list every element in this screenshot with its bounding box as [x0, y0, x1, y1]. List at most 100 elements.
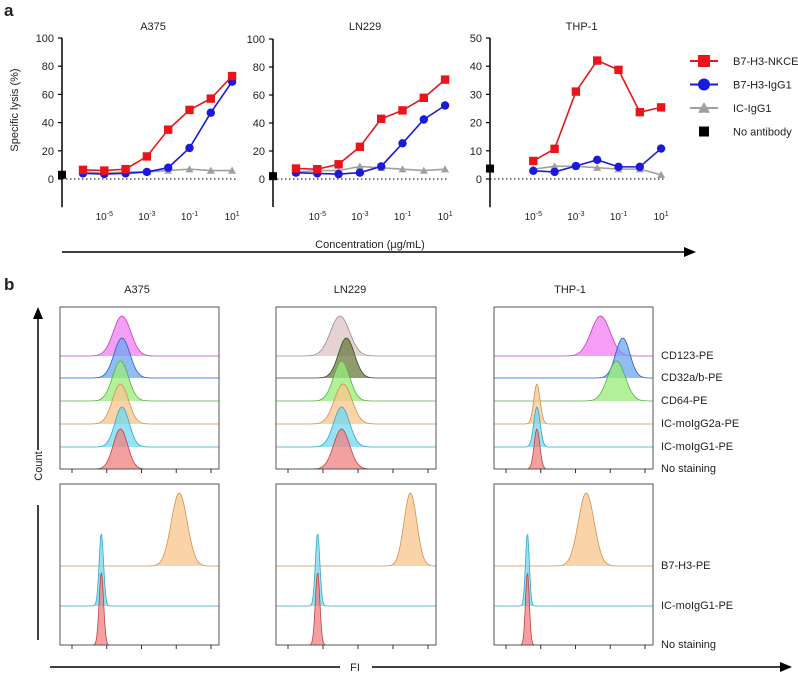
histogram-peak: [276, 337, 436, 379]
x-tick-label: 10-5: [96, 211, 113, 223]
histogram-peak: [60, 383, 219, 425]
data-point-B7-H3-IgG1: [355, 168, 365, 177]
x-tick-label: 101: [654, 211, 669, 223]
data-point-B7-H3-NKCE: [593, 56, 602, 65]
data-point-IC-IgG1: [657, 170, 666, 178]
x-axis-label-fi: FI: [350, 662, 360, 673]
y-tick-label: 100: [247, 34, 265, 46]
histogram-peak: [276, 572, 436, 646]
histogram-peak: [494, 492, 653, 567]
data-point-B7-H3-NKCE: [377, 114, 386, 123]
data-point-IC-IgG1: [355, 162, 364, 170]
panel-a-label: a: [4, 1, 14, 20]
data-point-B7-H3-NKCE: [571, 87, 581, 96]
data-point-IC-IgG1: [550, 162, 559, 170]
data-point-B7-H3-NKCE: [227, 71, 237, 81]
data-point-B7-H3-NKCE: [419, 93, 428, 102]
y-tick-label: 80: [42, 61, 54, 73]
y-tick-label: 40: [470, 61, 482, 73]
data-point-IC-IgG1: [185, 165, 194, 173]
x-tick-label: 10-1: [394, 211, 411, 223]
data-point-B7-H3-NKCE: [529, 156, 538, 166]
data-point-IC-IgG1: [419, 166, 428, 174]
data-point-B7-H3-IgG1: [377, 162, 386, 171]
y-tick-label: 10: [470, 146, 482, 158]
histogram-peak: [494, 428, 653, 470]
histogram-frame: [59, 483, 220, 646]
histogram-title: THP-1: [554, 284, 586, 296]
chart-title: A375: [140, 21, 166, 33]
data-point-B7-H3-IgG1: [550, 167, 559, 177]
data-point-B7-H3-IgG1: [593, 155, 602, 165]
row-label: IC-moIgG2a-PE: [661, 418, 739, 430]
row-label: CD64-PE: [661, 395, 707, 407]
data-point-B7-H3-NKCE: [121, 164, 130, 174]
legend-label: IC-IgG1: [733, 103, 772, 115]
histogram-title: A375: [124, 284, 150, 296]
arrow-head-icon: [684, 247, 696, 257]
data-point-B7-H3-NKCE: [78, 165, 88, 175]
data-point-B7-H3-NKCE: [656, 103, 666, 112]
histogram-peak: [60, 572, 219, 646]
histogram-peak: [60, 360, 219, 402]
data-point-B7-H3-IgG1: [398, 139, 407, 148]
chart-title: LN229: [349, 21, 381, 33]
data-point-B7-H3-IgG1: [164, 163, 173, 172]
histogram-frame: [493, 306, 654, 470]
y-tick-label: 0: [48, 174, 54, 186]
histogram-peak: [60, 315, 219, 357]
data-point-B7-H3-IgG1: [571, 161, 581, 171]
histogram-peak: [494, 337, 653, 379]
data-point-B7-H3-NKCE: [334, 160, 343, 169]
legend-label: B7-H3-IgG1: [733, 80, 792, 92]
data-point-B7-H3-NKCE: [206, 94, 215, 103]
data-point-B7-H3-IgG1: [334, 169, 343, 179]
y-tick-label: 40: [42, 118, 54, 130]
data-point-IC-IgG1: [593, 163, 602, 171]
x-tick-label: 10-5: [309, 211, 326, 223]
y-axis-label-lysis: Specific lysis (%): [9, 68, 21, 151]
data-point-B7-H3-NKCE: [398, 106, 407, 115]
histogram-peak: [276, 315, 436, 357]
histogram-peak: [276, 492, 436, 567]
data-point-B7-H3-NKCE: [164, 125, 173, 134]
data-point-B7-H3-NKCE: [614, 65, 623, 75]
legend-label: No antibody: [733, 127, 792, 139]
legend-marker-triangle: [698, 102, 710, 113]
y-axis-label-count: Count: [33, 451, 45, 480]
data-point-B7-H3-NKCE: [635, 107, 644, 117]
y-tick-label: 30: [470, 89, 482, 101]
panel-b-label: b: [4, 275, 14, 294]
legend-label: B7-H3-NKCE: [733, 56, 798, 68]
data-point-B7-H3-NKCE: [355, 142, 365, 151]
data-point-B7-H3-NKCE: [291, 164, 301, 173]
x-tick-label: 101: [225, 211, 240, 223]
data-point-B7-H3-NKCE: [142, 152, 152, 161]
histogram-peak: [60, 428, 219, 470]
data-point-IC-IgG1: [398, 165, 407, 173]
histogram-peak: [494, 572, 653, 646]
histogram-peak: [494, 383, 653, 425]
data-point-B7-H3-IgG1: [440, 101, 450, 110]
y-tick-label: 40: [253, 118, 265, 130]
row-label: IC-moIgG1-PE: [661, 600, 733, 612]
histogram-peak: [60, 337, 219, 379]
data-point-no-antibody: [486, 164, 494, 173]
y-tick-label: 80: [253, 62, 265, 74]
x-tick-label: 10-1: [610, 211, 627, 223]
data-point-no-antibody: [58, 170, 66, 179]
histogram-frame: [275, 483, 437, 646]
data-point-B7-H3-IgG1: [614, 162, 623, 172]
histogram-peak: [60, 492, 219, 567]
row-label: IC-moIgG1-PE: [661, 441, 733, 453]
data-point-B7-H3-NKCE: [440, 75, 450, 84]
x-tick-label: 10-1: [181, 211, 198, 223]
data-point-B7-H3-IgG1: [656, 144, 666, 153]
legend-marker-square: [699, 126, 709, 137]
y-tick-label: 60: [42, 89, 54, 101]
data-point-B7-H3-NKCE: [185, 105, 194, 115]
y-tick-label: 60: [253, 90, 265, 102]
y-tick-label: 0: [476, 174, 482, 186]
row-label: B7-H3-PE: [661, 560, 711, 572]
